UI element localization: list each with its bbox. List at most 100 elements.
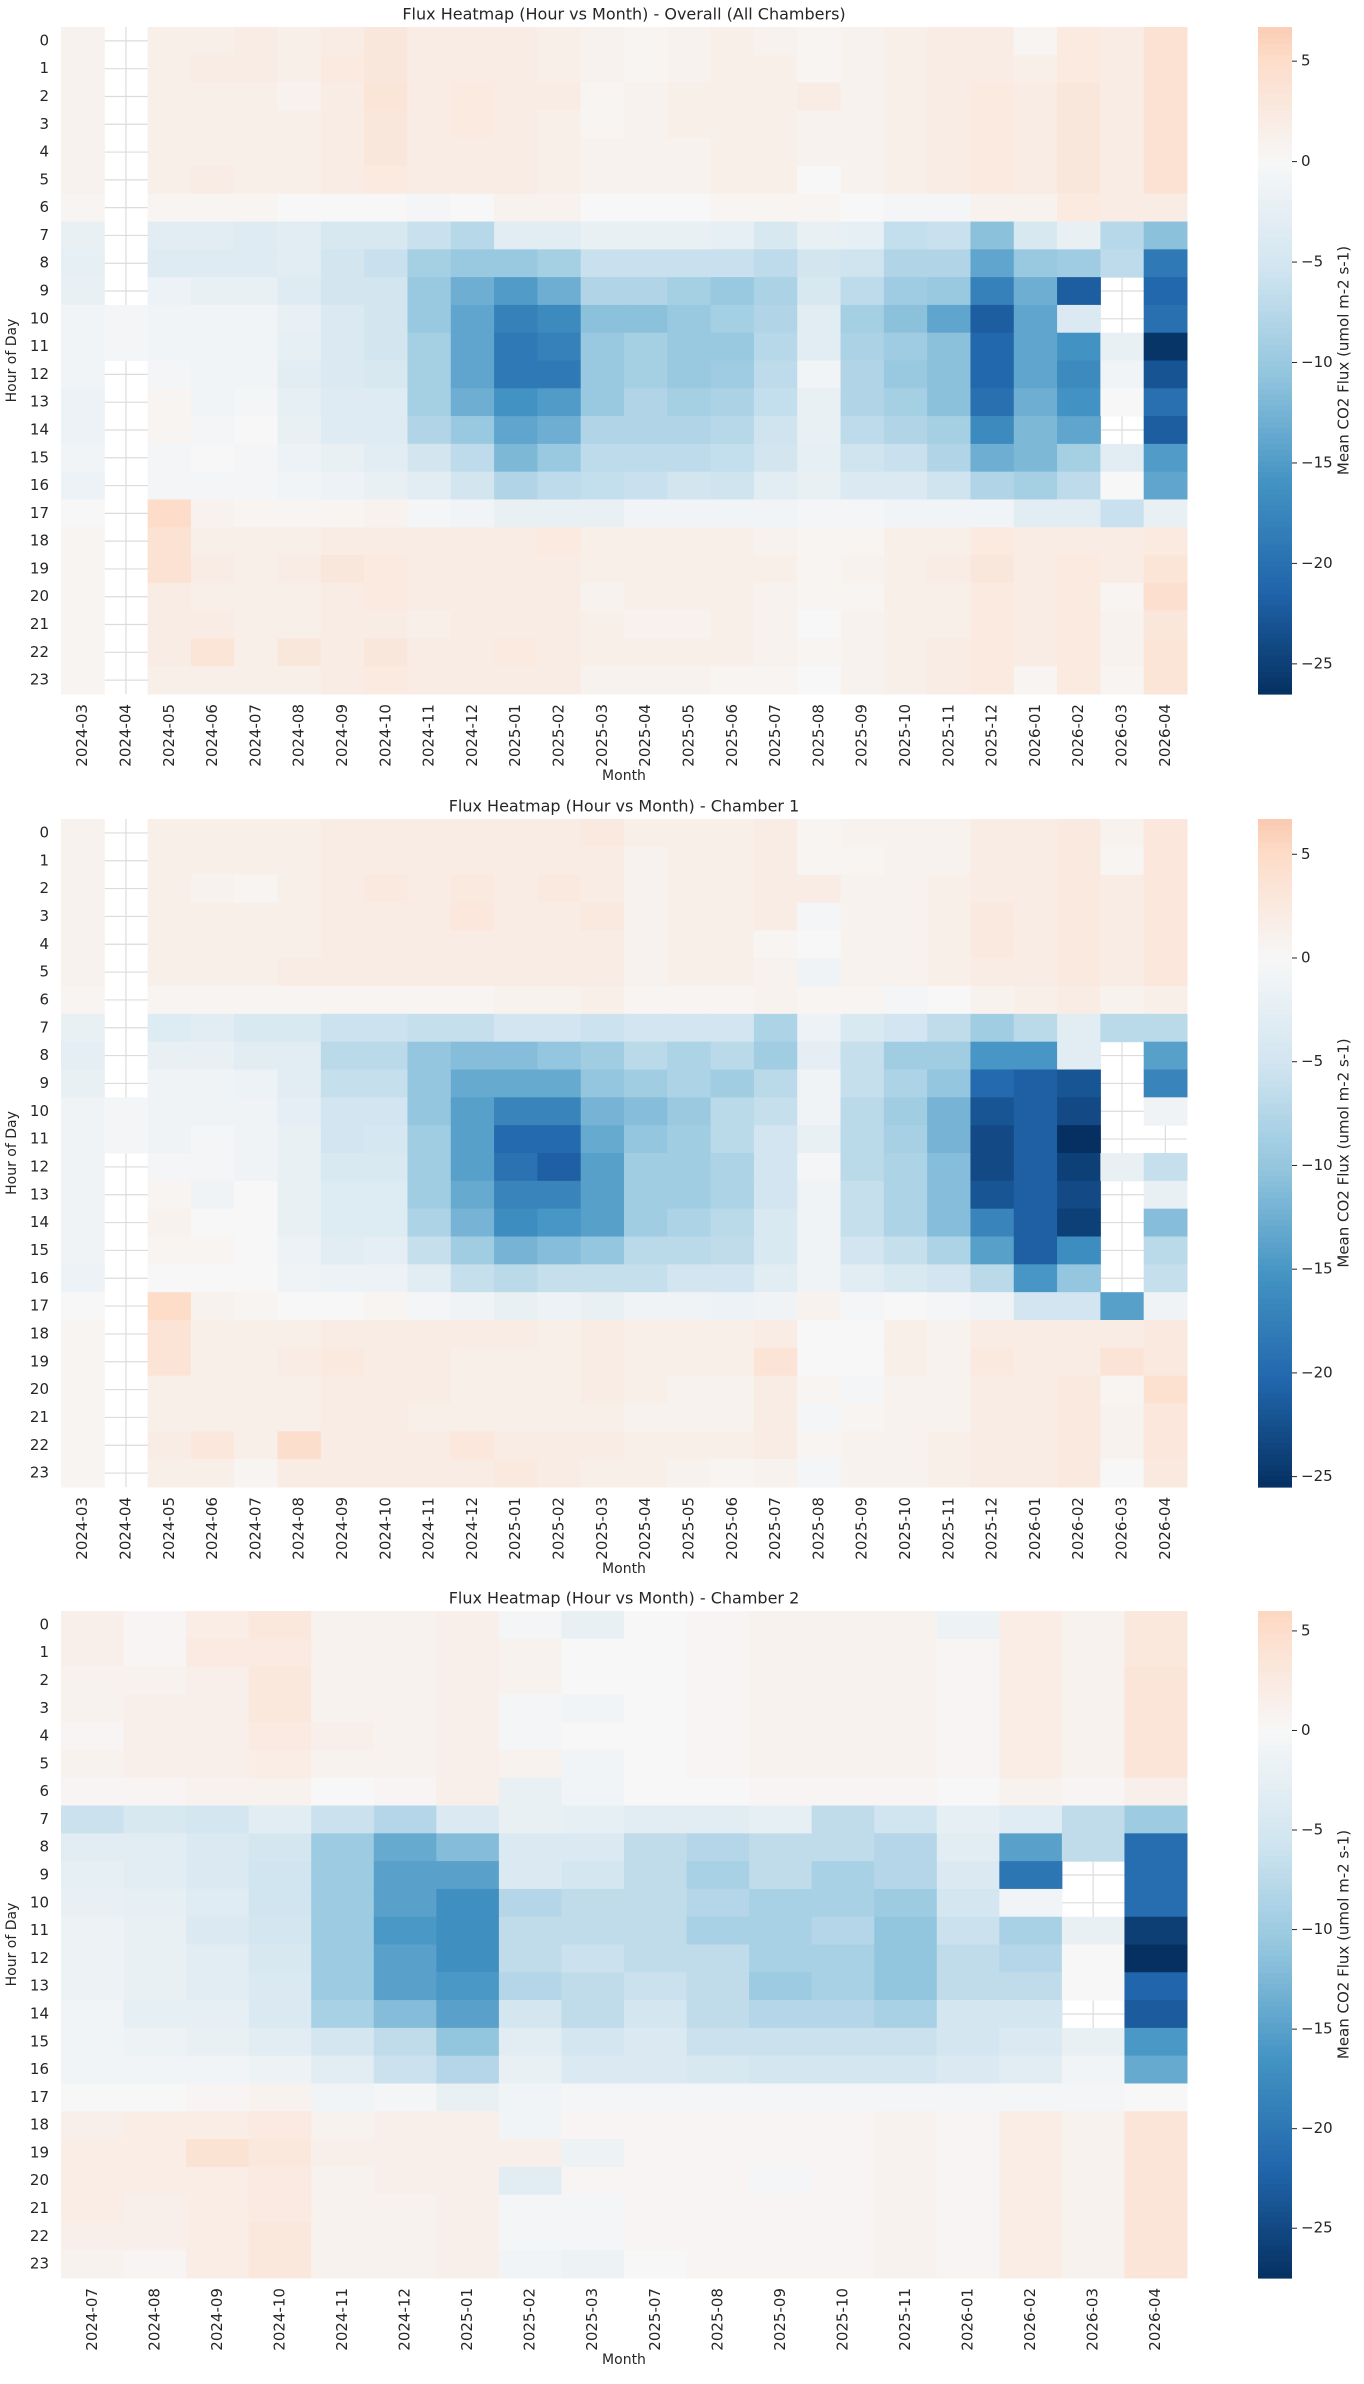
heatmap-cell bbox=[1061, 1805, 1125, 1834]
heatmap-cell bbox=[277, 1013, 322, 1043]
heatmap-cell bbox=[624, 416, 668, 445]
heatmap-cell bbox=[450, 986, 495, 1015]
heatmap-cell bbox=[1143, 54, 1188, 84]
colorbar-strip bbox=[1258, 277, 1292, 284]
heatmap-cell bbox=[753, 1153, 798, 1182]
x-tick-label: 2025-09 bbox=[853, 704, 871, 767]
heatmap-cell bbox=[1100, 193, 1145, 223]
heatmap-cell bbox=[248, 1916, 312, 1945]
heatmap-cell bbox=[840, 1375, 885, 1404]
colorbar-strip bbox=[1258, 688, 1292, 695]
heatmap-cell bbox=[797, 249, 842, 278]
x-tick-label: 2026-01 bbox=[1026, 1497, 1044, 1560]
heatmap-cell bbox=[450, 819, 495, 848]
heatmap-cell bbox=[1013, 1013, 1058, 1043]
heatmap-cell bbox=[840, 332, 885, 361]
x-axis-label: Month bbox=[602, 768, 646, 784]
heatmap-cell bbox=[234, 138, 279, 167]
heatmap-cell bbox=[1013, 1097, 1058, 1126]
heatmap-cell bbox=[147, 1236, 192, 1265]
heatmap-cell bbox=[494, 1069, 538, 1098]
heatmap-cell bbox=[373, 2139, 437, 2168]
heatmap-cell bbox=[927, 360, 971, 389]
heatmap-cell bbox=[537, 1403, 582, 1432]
heatmap-cell bbox=[840, 360, 885, 389]
heatmap-cell bbox=[407, 82, 452, 111]
heatmap-cell bbox=[407, 1375, 452, 1404]
heatmap-cell bbox=[407, 1069, 452, 1098]
heatmap-cell bbox=[667, 82, 712, 111]
colorbar-strip bbox=[1258, 599, 1292, 606]
colorbar-strip bbox=[1258, 1622, 1292, 1629]
heatmap-cell bbox=[311, 1611, 375, 1640]
heatmap-cell bbox=[1143, 1208, 1188, 1237]
colorbar-strip bbox=[1258, 1983, 1292, 1990]
colorbar-strip bbox=[1258, 2127, 1292, 2135]
heatmap-cell bbox=[494, 930, 538, 959]
heatmap-cell bbox=[753, 1375, 798, 1404]
heatmap-cell bbox=[1143, 930, 1188, 959]
heatmap-cell bbox=[710, 1236, 755, 1265]
heatmap-cell bbox=[1057, 610, 1101, 639]
heatmap-cell bbox=[667, 638, 712, 667]
heatmap-cell bbox=[147, 1041, 192, 1070]
heatmap-cell bbox=[811, 1805, 875, 1834]
heatmap-cell bbox=[1100, 249, 1145, 278]
colorbar-strip bbox=[1258, 2105, 1292, 2112]
heatmap-cell bbox=[753, 1347, 798, 1377]
heatmap-cell bbox=[811, 2250, 875, 2279]
heatmap-cell bbox=[311, 2000, 375, 2029]
colorbar-strip bbox=[1258, 2261, 1292, 2268]
chart-title: Flux Heatmap (Hour vs Month) - Chamber 1 bbox=[449, 797, 800, 816]
heatmap-cell bbox=[874, 1861, 938, 1890]
heatmap-cell bbox=[364, 304, 408, 334]
colorbar-label: Mean CO2 Flux (umol m-2 s-1) bbox=[1335, 1038, 1353, 1267]
heatmap-cell bbox=[797, 1459, 842, 1488]
colorbar-strip bbox=[1258, 2139, 1292, 2146]
heatmap-cell bbox=[277, 1236, 322, 1265]
heatmap-cell bbox=[561, 1694, 625, 1723]
heatmap-cell bbox=[537, 1069, 582, 1098]
heatmap-cell bbox=[710, 471, 755, 500]
heatmap-cell bbox=[686, 1611, 750, 1640]
heatmap-cell bbox=[811, 2000, 875, 2029]
heatmap-cell bbox=[927, 1375, 971, 1404]
heatmap-cell bbox=[450, 27, 495, 56]
heatmap-cell bbox=[450, 1041, 495, 1070]
heatmap-cell bbox=[61, 1459, 105, 1488]
heatmap-cell bbox=[147, 304, 192, 334]
colorbar-strip bbox=[1258, 1403, 1292, 1410]
heatmap-cell bbox=[1100, 138, 1145, 167]
colorbar-strip bbox=[1258, 1950, 1292, 1957]
heatmap-cell bbox=[1143, 666, 1188, 695]
heatmap-cell bbox=[494, 1403, 538, 1432]
heatmap-cell bbox=[883, 902, 928, 931]
heatmap-cell bbox=[970, 582, 1015, 612]
colorbar-strip bbox=[1258, 1358, 1292, 1366]
colorbar-strip bbox=[1258, 830, 1292, 837]
heatmap-cell bbox=[999, 1749, 1063, 1779]
heatmap-cell bbox=[436, 1777, 500, 1807]
heatmap-cell bbox=[147, 138, 192, 167]
heatmap-cell bbox=[753, 193, 798, 223]
colorbar-strip bbox=[1258, 885, 1292, 892]
heatmap-cell bbox=[753, 1013, 798, 1043]
y-tick-label: 20 bbox=[30, 2171, 49, 2189]
heatmap-cell bbox=[537, 666, 582, 695]
y-tick-label: 17 bbox=[30, 1297, 49, 1315]
heatmap-cell bbox=[494, 1013, 538, 1043]
heatmap-cell bbox=[753, 138, 798, 167]
heatmap-cell bbox=[874, 1749, 938, 1779]
heatmap-cell bbox=[667, 1013, 712, 1043]
heatmap-cell bbox=[749, 2111, 813, 2140]
heatmap-cell bbox=[1100, 443, 1145, 473]
heatmap-cell bbox=[190, 1459, 235, 1488]
heatmap-cell bbox=[1100, 27, 1145, 56]
heatmap-cell bbox=[927, 165, 971, 195]
heatmap-cell bbox=[667, 1153, 712, 1182]
heatmap-cell bbox=[749, 2139, 813, 2168]
heatmap-cell bbox=[320, 138, 365, 167]
heatmap-cell bbox=[1061, 2139, 1125, 2168]
heatmap-cell bbox=[1013, 610, 1058, 639]
heatmap-cell bbox=[320, 249, 365, 278]
